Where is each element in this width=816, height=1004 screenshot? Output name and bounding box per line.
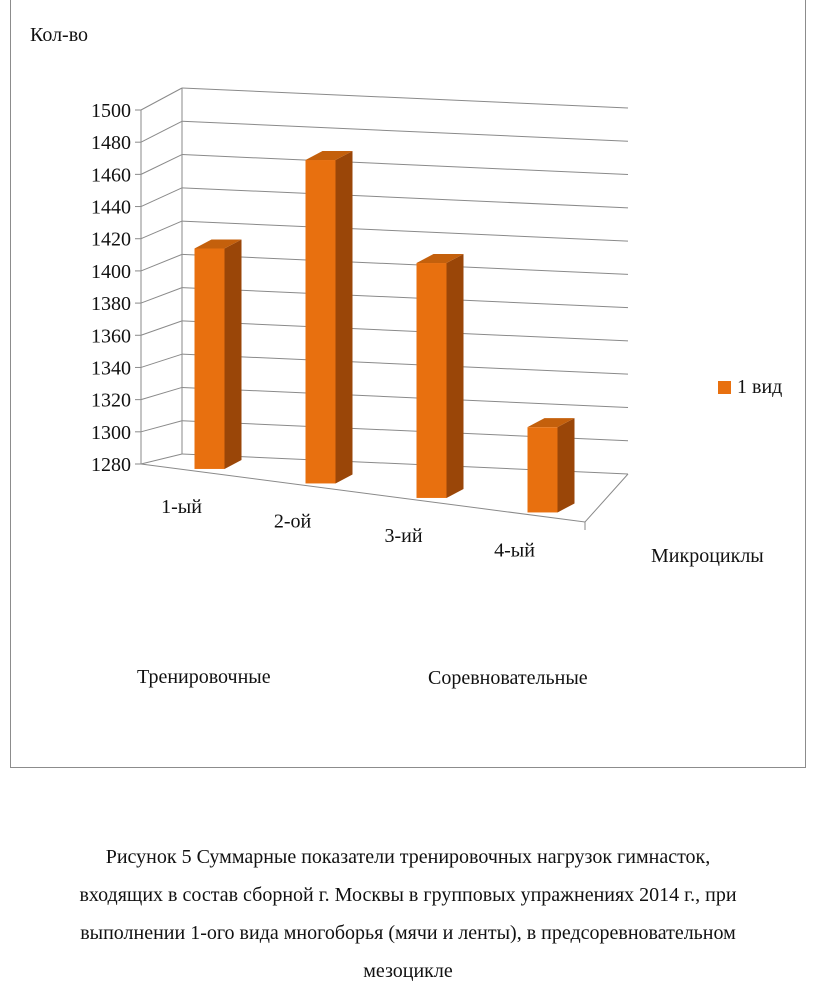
legend: 1 вид — [718, 376, 782, 399]
gridline — [181, 253, 629, 275]
gridline — [140, 154, 183, 175]
bar — [305, 151, 353, 484]
caption-line: Рисунок 5 Суммарные показатели тренирово… — [105, 846, 711, 868]
y-tick-label: 1300 — [91, 422, 131, 444]
gridline — [181, 187, 629, 209]
y-tick-label: 1480 — [91, 132, 131, 154]
gridline — [140, 87, 183, 111]
bar-front — [194, 248, 225, 469]
gridline — [140, 287, 183, 304]
gridlines — [135, 87, 629, 530]
chart-frame — [10, 0, 806, 768]
legend-swatch — [718, 381, 731, 394]
gridline — [140, 187, 183, 208]
y-tick-label: 1500 — [91, 100, 131, 122]
bar — [416, 254, 464, 498]
y-tick-label: 1340 — [91, 357, 131, 379]
bar-chart: 1280 1300 1320 1340 1360 1380 1400 1420 1440 1460… — [91, 87, 629, 562]
group-label-training: Тренировочные — [137, 666, 271, 688]
x-tick-label: 2-ой — [274, 510, 312, 532]
gridline — [181, 154, 629, 176]
x-axis-label: Микроциклы — [651, 545, 764, 567]
caption-line: входящих в состав сборной г. Москвы в гр… — [79, 884, 737, 906]
caption-line: выполнении 1-ого вида многоборья (мячи и… — [80, 922, 736, 944]
bar — [194, 239, 242, 469]
y-tick-label: 1320 — [91, 390, 131, 412]
bar-top — [194, 239, 242, 249]
y-tick-label: 1440 — [91, 197, 131, 219]
gridline — [181, 386, 629, 408]
gridline — [140, 353, 183, 368]
bar-front — [416, 263, 447, 498]
bar-side — [335, 151, 353, 484]
gridline — [181, 287, 629, 309]
gridline — [140, 386, 183, 401]
caption-line: мезоцикле — [363, 960, 453, 982]
y-tick-label: 1420 — [91, 229, 131, 251]
bar — [527, 418, 575, 513]
y-tick-label: 1360 — [91, 325, 131, 347]
x-tick-label: 3-ий — [384, 525, 422, 547]
gridline — [181, 220, 629, 242]
bar-side — [224, 239, 242, 469]
figure-caption: Рисунок 5 Суммарные показатели тренирово… — [20, 838, 796, 990]
gridline — [181, 320, 629, 342]
bars — [194, 151, 575, 513]
bar-side — [446, 254, 464, 498]
y-tick-label: 1400 — [91, 261, 131, 283]
gridline — [140, 320, 183, 336]
bar-top — [416, 254, 464, 264]
gridline — [140, 420, 183, 433]
bar-top — [527, 418, 575, 428]
x-tick-labels: 1-ый 2-ой 3-ий 4-ый — [161, 496, 535, 562]
gridline — [140, 120, 183, 143]
group-label-competitive: Соревновательные — [428, 667, 588, 689]
y-tick-label: 1460 — [91, 164, 131, 186]
gridline — [181, 353, 629, 375]
y-tick-label: 1280 — [91, 454, 131, 476]
y-tick-label: 1380 — [91, 293, 131, 315]
y-tick-labels: 1280 1300 1320 1340 1360 1380 1400 1420 1440 1460… — [91, 100, 131, 476]
bar-side — [557, 418, 575, 513]
gridline — [140, 253, 183, 272]
x-tick-label: 1-ый — [161, 496, 202, 518]
legend-label: 1 вид — [737, 376, 783, 398]
gridline — [140, 453, 183, 465]
gridline — [181, 87, 629, 109]
bar-front — [305, 160, 336, 484]
x-tick-label: 4-ый — [494, 539, 535, 561]
gridline — [181, 120, 629, 142]
gridline — [140, 220, 183, 240]
y-axis-label: Кол-во — [30, 24, 89, 46]
bar-front — [527, 427, 558, 513]
bar-top — [305, 151, 353, 161]
